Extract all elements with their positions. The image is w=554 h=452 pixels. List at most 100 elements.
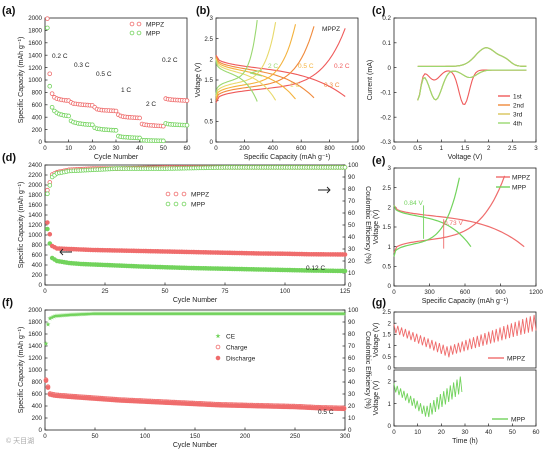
ce-point <box>103 311 109 316</box>
y-axis-label: Voltage (V) <box>373 381 380 416</box>
ce-point <box>261 311 267 316</box>
legend-marker <box>165 191 171 197</box>
ce-point <box>245 311 251 316</box>
ce-point <box>271 311 277 316</box>
ce-point <box>189 311 195 316</box>
y-tick-label: 0 <box>39 427 43 434</box>
x-tick-label: 40 <box>485 429 492 436</box>
x-tick-label: 1000 <box>351 145 365 152</box>
ce-point <box>119 311 125 316</box>
watermark: © 天目湖 <box>6 438 35 445</box>
x-tick-label: 300 <box>340 433 351 440</box>
ce-point <box>321 311 327 316</box>
ce-point <box>333 311 339 316</box>
y-tick-label: 1600 <box>28 331 42 338</box>
cathodic-scan-2nd <box>417 69 527 101</box>
discharge-curve-2 C <box>215 60 258 102</box>
discharge-point <box>341 406 347 412</box>
y2-tick-label: 90 <box>348 319 355 326</box>
legend-label: CE <box>226 333 236 340</box>
legend-label: 2nd <box>513 102 524 109</box>
ce-point <box>71 312 77 317</box>
voltage-trace-mpp <box>393 376 463 418</box>
legend-marker <box>215 355 221 361</box>
ce-point <box>109 311 115 316</box>
ce-point <box>265 311 271 316</box>
ce-point <box>297 311 303 316</box>
rate-annotation: 0.5 C <box>96 71 112 78</box>
ce-point <box>95 311 101 316</box>
x-tick-label: 2.5 <box>508 145 517 152</box>
y-tick-label: 0 <box>388 365 392 372</box>
legend-label: MPPZ <box>146 21 164 28</box>
ce-point <box>131 311 137 316</box>
x-tick-label: 50 <box>509 429 516 436</box>
ce-point <box>133 311 139 316</box>
ce-point-mpp <box>342 165 348 170</box>
y-tick-label: 0.5 <box>382 354 391 361</box>
y2-tick-label: 50 <box>348 222 355 229</box>
y-tick-label: 1600 <box>28 202 42 209</box>
ce-point <box>167 311 173 316</box>
y-tick-label: 400 <box>32 114 43 121</box>
ce-point <box>213 311 219 316</box>
ce-point <box>291 311 297 316</box>
charge-curve-1 C <box>215 21 277 97</box>
ce-point <box>229 311 235 316</box>
discharge-curve-1 C <box>215 58 277 101</box>
ce-point <box>311 311 317 316</box>
ce-point <box>181 311 187 316</box>
y-tick-label: 0 <box>388 423 392 430</box>
y2-tick-label: 20 <box>348 258 355 265</box>
panel-b: 0 200 400 600 800 1000 0 0.5 1 1.5 2 2.5 3 Specific C… <box>195 5 365 161</box>
ce-point <box>337 311 343 316</box>
ce-point <box>277 311 283 316</box>
voltage-gap-label: 0.84 V <box>404 200 423 207</box>
ce-point <box>273 311 279 316</box>
legend-label: Charge <box>226 344 248 351</box>
y-tick-label: 0.1 <box>382 40 391 47</box>
y-tick-label: 1.5 <box>382 224 391 231</box>
ce-point <box>287 311 293 316</box>
ce-point <box>159 311 165 316</box>
ce-point <box>205 311 211 316</box>
rate-annotation: 0.5 C <box>318 409 334 416</box>
ce-point <box>137 311 143 316</box>
rate-label: 2 C <box>268 63 278 70</box>
ce-point <box>323 311 329 316</box>
ce-point <box>299 311 305 316</box>
ce-point <box>305 311 311 316</box>
data-point-mpp <box>45 25 50 31</box>
y-axis-label: Specific Capacity (mAh g⁻¹) <box>18 37 25 124</box>
y2-tick-label: 10 <box>348 270 355 277</box>
x-tick-label: 0 <box>392 145 396 152</box>
y-tick-label: 0 <box>39 282 43 289</box>
ce-point <box>249 311 255 316</box>
y-tick-label: 3 <box>210 15 214 22</box>
y-tick-label: 1.5 <box>382 332 391 339</box>
y-tick-label: 2400 <box>28 162 42 169</box>
x-tick-label: 0 <box>43 145 47 152</box>
ce-point <box>293 311 299 316</box>
x-tick-label: 50 <box>160 145 167 152</box>
ce-point <box>147 311 153 316</box>
ce-point <box>295 311 301 316</box>
x-tick-label: 2 <box>487 145 491 152</box>
ce-point <box>163 311 169 316</box>
ce-point <box>289 311 295 316</box>
ce-point <box>141 311 147 316</box>
ce-point <box>235 311 241 316</box>
legend-label: 3rd <box>513 111 523 118</box>
ce-point <box>269 311 275 316</box>
ce-point <box>83 311 89 317</box>
ce-point <box>91 311 97 316</box>
y-tick-label: 2.5 <box>204 36 213 43</box>
x-tick-label: 30 <box>462 429 469 436</box>
rate-label: 0.2 C <box>334 63 350 70</box>
charge-curve-0.5 C <box>215 24 297 99</box>
ce-point <box>253 311 259 316</box>
ce-point <box>57 313 63 318</box>
ce-point <box>45 321 51 327</box>
data-point-mpp <box>66 113 71 119</box>
